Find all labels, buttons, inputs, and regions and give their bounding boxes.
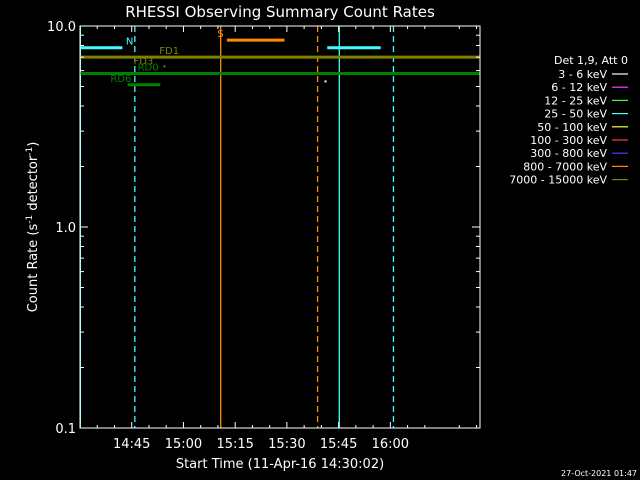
bar-label-fd1: FD1 bbox=[159, 46, 179, 57]
footer-date: 27-Oct-2021 01:47 bbox=[561, 469, 637, 478]
legend-label-100-300-kev: 100 - 300 keV bbox=[530, 134, 607, 147]
legend-label-800-7000-kev: 800 - 7000 keV bbox=[523, 160, 607, 173]
legend-label-3-6-kev: 3 - 6 keV bbox=[558, 68, 607, 81]
legend-label-50-100-kev: 50 - 100 keV bbox=[537, 121, 607, 134]
x-tick-label-15:00: 15:00 bbox=[165, 437, 202, 452]
chart-title: RHESSI Observing Summary Count Rates bbox=[125, 3, 435, 21]
axis-ticks: 14:45 15:00 15:15 15:30 15:45 16:00 10.0 1.0 0.1 bbox=[47, 20, 480, 452]
x-tick-label-14:45: 14:45 bbox=[113, 437, 150, 452]
x-tick-label-15:15: 15:15 bbox=[216, 437, 253, 452]
data-dot-2 bbox=[324, 80, 327, 83]
y-tick-label-0.1: 0.1 bbox=[55, 422, 76, 437]
x-tick-label-15:30: 15:30 bbox=[268, 437, 305, 452]
legend-label-7000-15000-kev: 7000 - 15000 keV bbox=[509, 174, 607, 187]
x-tick-label-15:45: 15:45 bbox=[320, 437, 357, 452]
x-axis-label: Start Time (11-Apr-16 14:30:02) bbox=[176, 457, 384, 472]
legend-label-6-12-kev: 6 - 12 keV bbox=[551, 81, 607, 94]
legend-label-25-50-kev: 25 - 50 keV bbox=[544, 108, 607, 121]
bar-label-n: N bbox=[126, 37, 133, 48]
y-tick-label-1.0: 1.0 bbox=[55, 221, 76, 236]
bar-label-s: S bbox=[217, 29, 223, 40]
bar-label-rd6: RD6 bbox=[110, 74, 131, 85]
legend-label-300-800-kev: 300 - 800 keV bbox=[530, 147, 607, 160]
bar-label-rd0: RD0 bbox=[138, 63, 159, 74]
y-tick-label-10.0: 10.0 bbox=[47, 20, 76, 35]
legend-label-12-25-kev: 12 - 25 keV bbox=[544, 94, 607, 107]
legend-header: Det 1,9, Att 0 bbox=[554, 54, 628, 67]
y-axis-label: Count Rate (s-1 detector-1) bbox=[25, 142, 41, 313]
bar-label-fd3: FD3 bbox=[133, 57, 153, 68]
data-dot-1 bbox=[163, 65, 166, 68]
x-tick-label-16:00: 16:00 bbox=[372, 437, 409, 452]
